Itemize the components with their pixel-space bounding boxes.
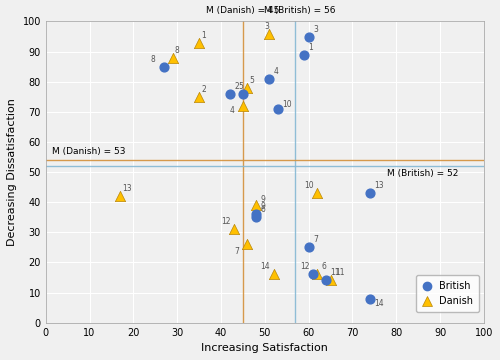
Point <box>274 106 282 112</box>
Point <box>366 190 374 196</box>
Text: 12: 12 <box>221 217 230 226</box>
Text: 4: 4 <box>274 67 278 76</box>
Text: M (Danish) = 53: M (Danish) = 53 <box>52 147 126 156</box>
Point <box>300 52 308 58</box>
Point <box>314 271 322 277</box>
Point <box>160 64 168 69</box>
Point <box>244 85 252 91</box>
Point <box>265 76 273 82</box>
Text: 11: 11 <box>330 269 340 278</box>
Text: 5: 5 <box>238 82 244 91</box>
Text: 1: 1 <box>202 31 206 40</box>
Text: 9: 9 <box>260 195 266 204</box>
Text: 2: 2 <box>202 85 206 94</box>
Text: 12: 12 <box>300 262 310 271</box>
Text: 4: 4 <box>230 106 234 115</box>
X-axis label: Increasing Satisfaction: Increasing Satisfaction <box>202 343 328 353</box>
Text: 3: 3 <box>313 24 318 33</box>
Text: 13: 13 <box>122 184 132 193</box>
Text: M (Danish) = 45: M (Danish) = 45 <box>206 6 280 15</box>
Text: 9: 9 <box>260 202 266 211</box>
Point <box>322 278 330 283</box>
Point <box>195 94 203 100</box>
Text: M (British) = 52: M (British) = 52 <box>388 169 459 178</box>
Point <box>314 190 322 196</box>
Legend: British, Danish: British, Danish <box>416 275 479 312</box>
Point <box>252 202 260 208</box>
Y-axis label: Decreasing Dissatisfaction: Decreasing Dissatisfaction <box>7 98 17 246</box>
Point <box>116 193 124 199</box>
Text: 11: 11 <box>335 269 344 278</box>
Text: 2: 2 <box>234 82 239 91</box>
Point <box>265 31 273 36</box>
Text: 14: 14 <box>260 262 270 271</box>
Point <box>239 91 247 96</box>
Text: 3: 3 <box>265 22 270 31</box>
Point <box>226 91 234 96</box>
Point <box>366 296 374 301</box>
Point <box>239 103 247 109</box>
Point <box>304 244 312 250</box>
Text: 10: 10 <box>282 100 292 109</box>
Text: 10: 10 <box>304 181 314 190</box>
Text: 7: 7 <box>234 247 239 256</box>
Point <box>304 34 312 40</box>
Text: 8: 8 <box>151 55 156 64</box>
Text: M (British) = 56: M (British) = 56 <box>264 6 336 15</box>
Point <box>244 242 252 247</box>
Point <box>252 211 260 217</box>
Text: 8: 8 <box>175 46 180 55</box>
Text: 6: 6 <box>322 262 326 271</box>
Text: 6: 6 <box>260 205 266 214</box>
Text: 5: 5 <box>250 76 254 85</box>
Point <box>252 214 260 220</box>
Point <box>309 271 317 277</box>
Point <box>195 40 203 45</box>
Point <box>169 55 177 60</box>
Text: 13: 13 <box>374 181 384 190</box>
Text: 7: 7 <box>313 235 318 244</box>
Point <box>326 278 334 283</box>
Point <box>270 271 278 277</box>
Text: 1: 1 <box>308 42 314 51</box>
Text: 14: 14 <box>374 298 384 307</box>
Point <box>230 226 238 232</box>
